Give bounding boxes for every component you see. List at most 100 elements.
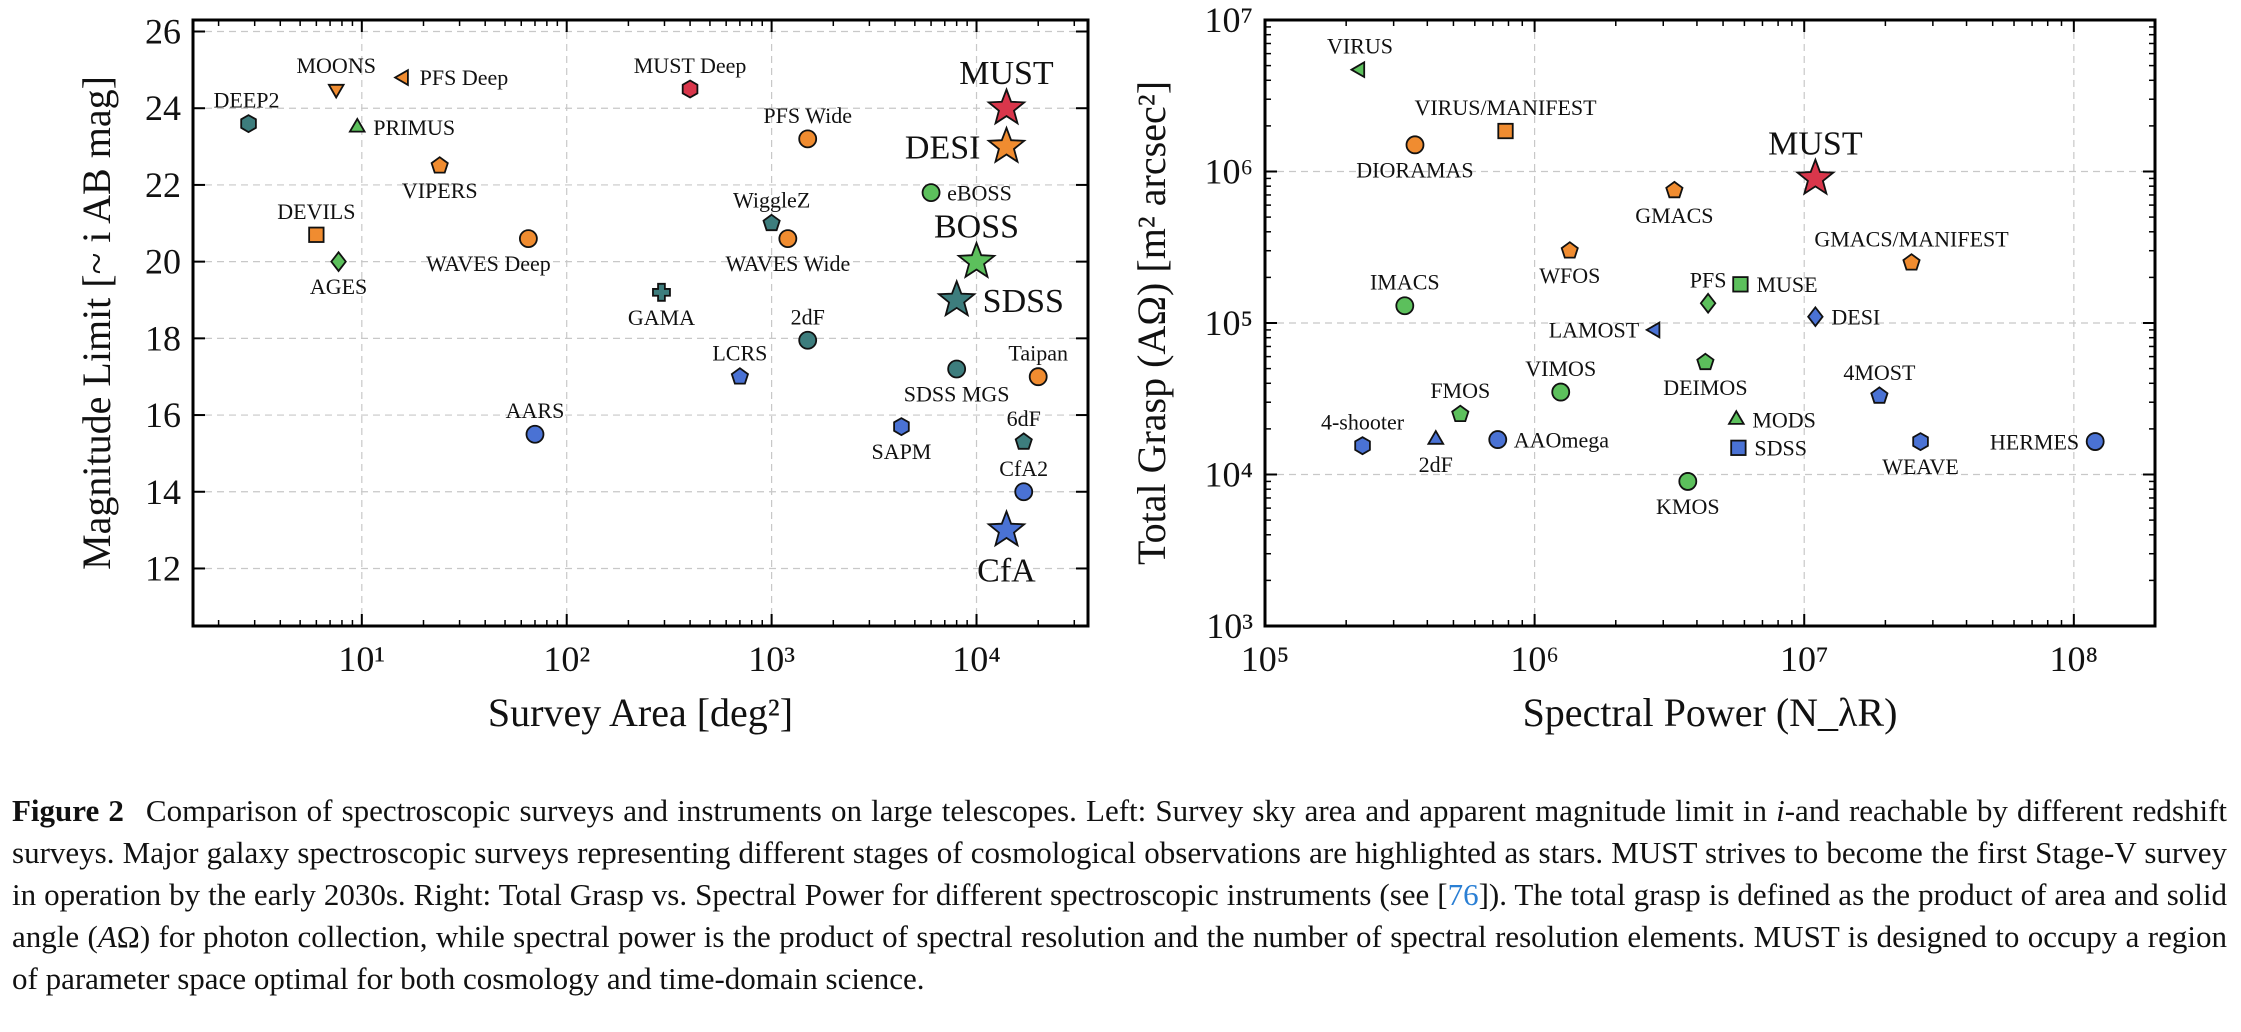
left-label-lcrs: LCRS — [712, 341, 767, 366]
left-x-tick-label: 10⁴ — [952, 639, 1001, 679]
right-point-desi — [1807, 305, 1824, 328]
left-label-aars: AARS — [506, 398, 565, 423]
left-y-tick-label: 18 — [145, 318, 181, 358]
right-point-muse — [1732, 276, 1749, 293]
left-label-pfs-deep: PFS Deep — [420, 65, 509, 90]
right-y-tick-label: 10⁶ — [1204, 152, 1253, 192]
right-point-deimos — [1696, 352, 1715, 371]
right-x-axis-label: Spectral Power (N_λR) — [1523, 690, 1898, 735]
left-point-vipers — [430, 156, 449, 174]
right-label-virus: VIRUS — [1327, 34, 1393, 59]
right-label-kmos: KMOS — [1656, 494, 1720, 519]
left-label-ages: AGES — [310, 274, 367, 299]
left-panel: 10¹ 10² 10³ 10⁴ 12 14 16 18 20 22 24 26 Survey Area … — [74, 12, 1090, 735]
right-x-tick-label: 10⁶ — [1510, 639, 1559, 679]
figure: 10¹ 10² 10³ 10⁴ 12 14 16 18 20 22 24 26 Survey Area … — [74, 0, 2157, 735]
right-point-sdss — [1730, 439, 1747, 456]
right-label-gmacs: GMACS — [1635, 203, 1713, 228]
left-label-vipers: VIPERS — [402, 178, 478, 203]
right-point-imacs — [1395, 296, 1415, 316]
right-plot-frame — [1263, 18, 2157, 628]
left-point-eboss — [921, 183, 941, 202]
left-y-tick-label: 22 — [145, 165, 181, 205]
right-label-mods: MODS — [1752, 407, 1816, 432]
left-label-sdss-mgs: SDSS MGS — [904, 382, 1010, 407]
left-point-must-deep — [681, 79, 699, 99]
right-label-imacs: IMACS — [1370, 270, 1440, 295]
caption-text-3: ]). The total grasp is defined as the pr… — [12, 877, 2228, 954]
left-label-desi: DESI — [905, 129, 981, 166]
right-label-4-shooter: 4-shooter — [1321, 410, 1405, 435]
left-point-lcrs — [730, 367, 750, 385]
left-point-cfa — [986, 508, 1027, 548]
left-point-pfs-deep — [393, 68, 409, 87]
left-y-tick-label: 12 — [145, 548, 181, 588]
right-label-desi: DESI — [1831, 304, 1880, 329]
right-point-kmos — [1678, 472, 1698, 491]
right-label-sdss: SDSS — [1754, 436, 1807, 461]
left-label-deep2: DEEP2 — [214, 88, 280, 113]
right-x-tick-label: 10⁷ — [1780, 639, 1829, 679]
left-point-waves-wide — [778, 229, 798, 249]
right-point-fmos — [1451, 404, 1470, 423]
right-label-wfos: WFOS — [1539, 263, 1600, 288]
left-point-desi — [986, 125, 1027, 164]
left-label-primus: PRIMUS — [373, 115, 455, 140]
left-y-tick-label: 20 — [145, 242, 181, 282]
left-label-eboss: eBOSS — [947, 180, 1012, 205]
left-label-must: MUST — [959, 55, 1054, 92]
left-label-moons: MOONS — [296, 53, 375, 78]
right-point-weave — [1912, 432, 1929, 452]
left-y-tick-label: 26 — [145, 12, 181, 52]
left-point-sdss — [936, 278, 977, 318]
right-y-tick-label: 10⁷ — [1204, 0, 1253, 40]
right-label-must: MUST — [1768, 125, 1863, 162]
left-x-tick-label: 10³ — [748, 639, 795, 679]
right-point-pfs — [1699, 292, 1717, 315]
right-y-tick-label: 10⁵ — [1204, 303, 1253, 343]
caption-text-2: -and reachable by different redshift sur… — [12, 793, 2227, 912]
right-point-4-shooter — [1354, 436, 1371, 456]
left-point-pfs-wide — [798, 129, 818, 149]
left-point-deep2 — [240, 114, 257, 134]
caption-label: Figure 2 — [12, 793, 124, 828]
right-panel: 10⁵ 10⁶ 10⁷ 10⁸ 10³ 10⁴ 10⁵ 10⁶ 10⁷ Spectral Powe… — [1129, 0, 2157, 735]
right-point-hermes — [2085, 432, 2105, 451]
left-point-sapm — [893, 417, 910, 437]
right-label-vimos: VIMOS — [1525, 356, 1596, 381]
left-point-aars — [525, 424, 545, 444]
left-label-cfa: CfA — [977, 553, 1036, 590]
left-y-tick-label: 14 — [145, 472, 181, 512]
left-point-ages — [330, 250, 347, 273]
right-label-gmacs-manifest: GMACS/MANIFEST — [1814, 227, 2009, 252]
right-x-tick-label: 10⁸ — [2050, 639, 2099, 679]
right-point-must — [1795, 157, 1836, 196]
left-plot-frame — [191, 18, 1090, 628]
right-label-2df: 2dF — [1419, 452, 1453, 477]
right-label-muse: MUSE — [1756, 272, 1817, 297]
left-point-boss — [956, 240, 997, 279]
caption-reference-link[interactable]: 76 — [1447, 877, 1479, 912]
right-point-gmacs — [1665, 180, 1684, 199]
figure-caption: Figure 2 Comparison of spectroscopic surv… — [12, 790, 2227, 1000]
right-point-gmacs-manifest — [1902, 253, 1921, 271]
right-point-virus — [1349, 60, 1366, 79]
left-point-wigglez — [762, 213, 781, 232]
right-label-aaomega: AAOmega — [1514, 427, 1610, 452]
right-point-virus-manifest — [1497, 122, 1514, 140]
left-point-gama — [652, 282, 671, 302]
right-point-vimos — [1551, 382, 1571, 402]
right-point-wfos — [1560, 241, 1579, 259]
left-x-axis-label: Survey Area [deg²] — [488, 690, 793, 735]
right-point-aaomega — [1488, 430, 1508, 449]
left-point-moons — [327, 83, 346, 100]
right-label-dioramas: DIORAMAS — [1356, 157, 1473, 182]
right-y-axis-label: Total Grasp (AΩ) [m² arcsec²] — [1129, 81, 1174, 565]
left-label-must-deep: MUST Deep — [634, 53, 747, 78]
left-x-tick-label: 10² — [543, 639, 590, 679]
right-y-tick-label: 10³ — [1206, 606, 1253, 646]
left-y-tick-label: 16 — [145, 395, 181, 435]
left-point-taipan — [1028, 367, 1048, 387]
left-label-waves-wide: WAVES Wide — [725, 251, 850, 276]
left-x-tick-label: 10¹ — [338, 639, 385, 679]
